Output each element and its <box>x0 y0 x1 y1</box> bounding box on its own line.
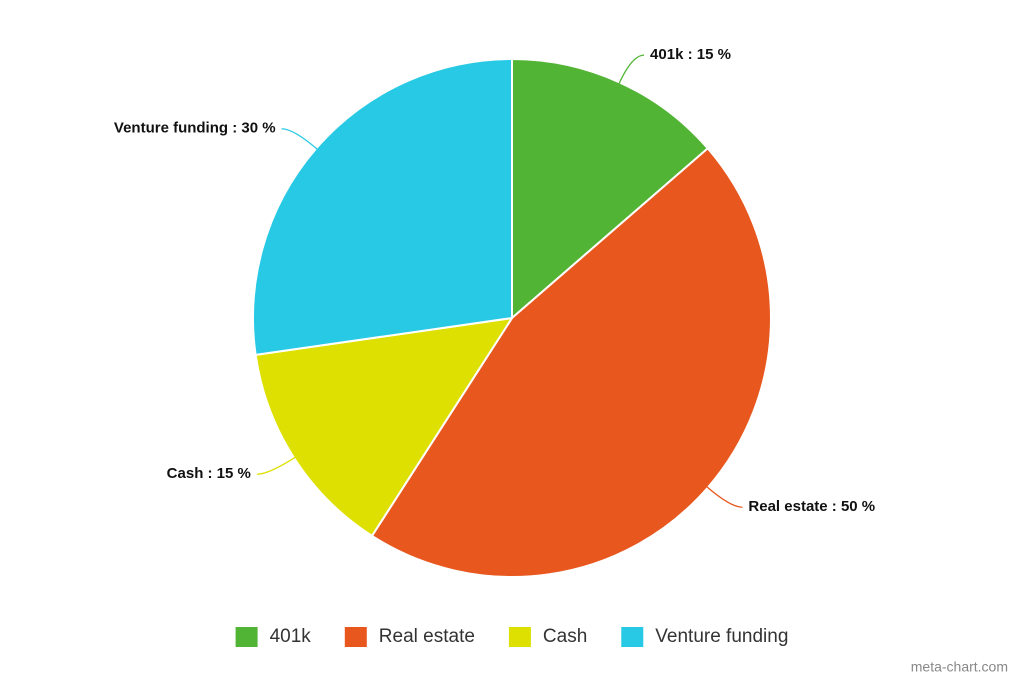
legend-swatch <box>235 627 258 647</box>
legend-swatch <box>508 627 531 647</box>
label-connector <box>618 54 645 85</box>
pie-slice <box>252 57 513 356</box>
label-connector <box>705 485 743 508</box>
data-label: Real estate : 50 % <box>748 498 875 515</box>
data-label: Venture funding : 30 % <box>114 120 276 137</box>
legend-swatch <box>344 627 367 647</box>
legend-label: Cash <box>543 626 587 647</box>
legend-label: Venture funding <box>655 626 788 647</box>
credit: meta-chart.com <box>911 659 1008 675</box>
label-connector <box>281 128 319 151</box>
legend-label: 401k <box>270 626 312 647</box>
legend: 401k Real estate Cash Venture funding <box>235 626 788 647</box>
legend-label: Real estate <box>379 626 475 647</box>
data-label: 401k : 15 % <box>650 46 731 63</box>
data-label: Cash : 15 % <box>167 465 251 482</box>
legend-swatch <box>621 627 644 647</box>
label-connector <box>256 456 297 475</box>
